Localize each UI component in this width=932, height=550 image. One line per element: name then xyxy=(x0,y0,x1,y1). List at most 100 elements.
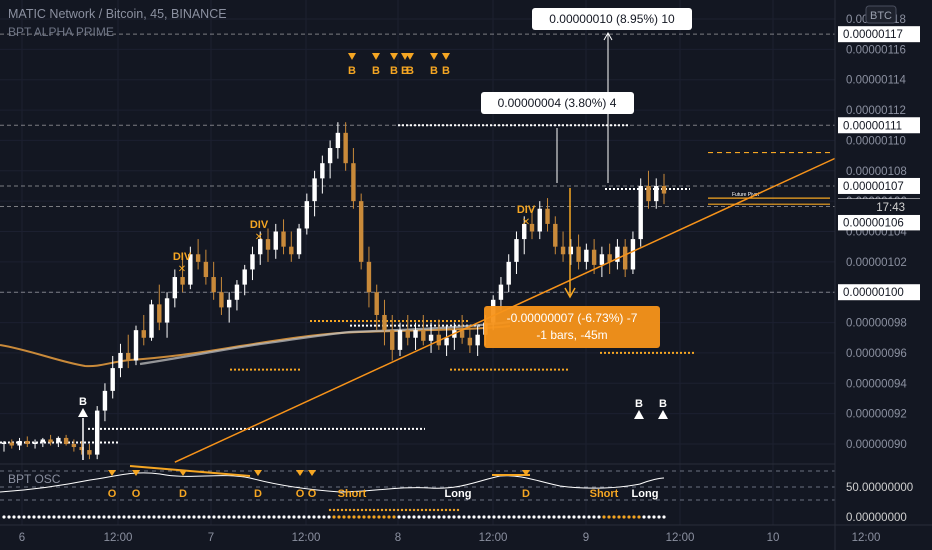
candle-body xyxy=(320,163,325,179)
osc-dot xyxy=(232,515,236,519)
osc-dot xyxy=(187,515,191,519)
osc-dot xyxy=(247,515,251,519)
osc-dot xyxy=(602,515,606,519)
osc-dot-orange xyxy=(400,508,404,512)
candle-body xyxy=(203,261,209,278)
time-tick: 6 xyxy=(19,532,25,544)
osc-dot xyxy=(177,515,181,519)
candle-body xyxy=(1,442,7,444)
osc-marker: D xyxy=(179,488,187,500)
candle-body xyxy=(459,330,465,338)
osc-dot xyxy=(87,515,91,519)
candle-body xyxy=(545,208,550,224)
osc-dot xyxy=(557,515,561,519)
osc-dot xyxy=(227,515,231,519)
candle-body xyxy=(304,201,310,229)
osc-dot xyxy=(322,515,326,519)
osc-triangle xyxy=(132,470,140,476)
currency-badge-box[interactable] xyxy=(865,5,897,24)
osc-dot xyxy=(397,515,401,519)
osc-dot xyxy=(392,515,396,519)
candle-body xyxy=(390,330,395,350)
price-tick: 0.00000102 xyxy=(846,257,907,269)
osc-dot xyxy=(317,515,321,519)
osc-triangle xyxy=(108,470,116,476)
candle-body xyxy=(366,261,372,293)
osc-dot-orange xyxy=(364,508,368,512)
candle-body xyxy=(250,254,255,270)
osc-dot xyxy=(92,515,96,519)
osc-dot xyxy=(522,515,526,519)
osc-dot xyxy=(157,515,161,519)
osc-dot xyxy=(112,515,116,519)
osc-dot xyxy=(22,515,26,519)
osc-dot xyxy=(357,515,361,519)
candle-body xyxy=(56,437,61,443)
osc-dot xyxy=(72,515,76,519)
osc-dot-orange xyxy=(412,508,416,512)
osc-dot xyxy=(57,515,61,519)
osc-dot xyxy=(77,515,81,519)
osc-dot xyxy=(362,515,366,519)
candle-body xyxy=(289,246,294,255)
osc-dot xyxy=(197,515,201,519)
osc-dot xyxy=(637,515,641,519)
countdown: 17:43 xyxy=(876,202,905,214)
time-tick: 12:00 xyxy=(292,532,321,544)
osc-dot xyxy=(537,515,541,519)
osc-marker: D xyxy=(522,488,530,500)
osc-dot xyxy=(337,515,341,519)
time-tick: 12:00 xyxy=(479,532,508,544)
candle-body xyxy=(343,132,348,164)
signal-buy: B xyxy=(635,398,643,410)
osc-dot xyxy=(402,515,406,519)
signal-div: DIV xyxy=(517,204,536,216)
candle-body xyxy=(661,185,667,194)
price-label: 0.00000117 xyxy=(843,29,903,41)
osc-dot-orange xyxy=(336,508,340,512)
oscillator-label: BPT OSC xyxy=(8,472,61,486)
osc-dot xyxy=(97,515,101,519)
osc-triangle xyxy=(522,470,530,476)
osc-marker: D xyxy=(254,488,262,500)
osc-dot xyxy=(152,515,156,519)
osc-dot xyxy=(202,515,206,519)
div-cross: ✕ xyxy=(255,232,263,243)
candle-body xyxy=(630,239,636,270)
osc-dot xyxy=(277,515,281,519)
osc-dot xyxy=(192,515,196,519)
signal-b: B xyxy=(401,65,409,77)
signal-b: B xyxy=(390,65,398,77)
candle-body xyxy=(281,231,286,247)
osc-dot xyxy=(242,515,246,519)
candle-body xyxy=(149,304,154,338)
candle-body xyxy=(607,254,612,262)
osc-triangle xyxy=(254,470,262,476)
osc-dot xyxy=(657,515,661,519)
candle-body xyxy=(622,246,628,270)
osc-dot-orange xyxy=(388,508,392,512)
sell-triangle xyxy=(442,53,450,60)
candle-body xyxy=(498,284,504,300)
measure-annotations[interactable]: 0.00000010 (8.95%) 10 0.00000004 (3.80%) … xyxy=(481,8,692,348)
candle-body xyxy=(397,330,403,350)
candle-body xyxy=(180,277,185,285)
osc-dot xyxy=(567,515,571,519)
chart-title: MATIC Network / Bitcoin, 45, BINANCE xyxy=(8,7,227,21)
signal-b: B xyxy=(348,65,356,77)
candle-body xyxy=(164,298,170,323)
measure-label: -0.00000007 (-6.73%) -7 xyxy=(507,311,638,325)
osc-dot xyxy=(27,515,31,519)
osc-dot-orange xyxy=(440,508,444,512)
osc-dot xyxy=(262,515,266,519)
candle-body xyxy=(428,334,434,341)
osc-dot xyxy=(652,515,656,519)
osc-dot xyxy=(282,515,286,519)
candle-body xyxy=(94,410,100,455)
osc-dot xyxy=(222,515,226,519)
osc-dot xyxy=(452,515,456,519)
osc-dot xyxy=(437,515,441,519)
osc-dot-orange xyxy=(392,508,396,512)
